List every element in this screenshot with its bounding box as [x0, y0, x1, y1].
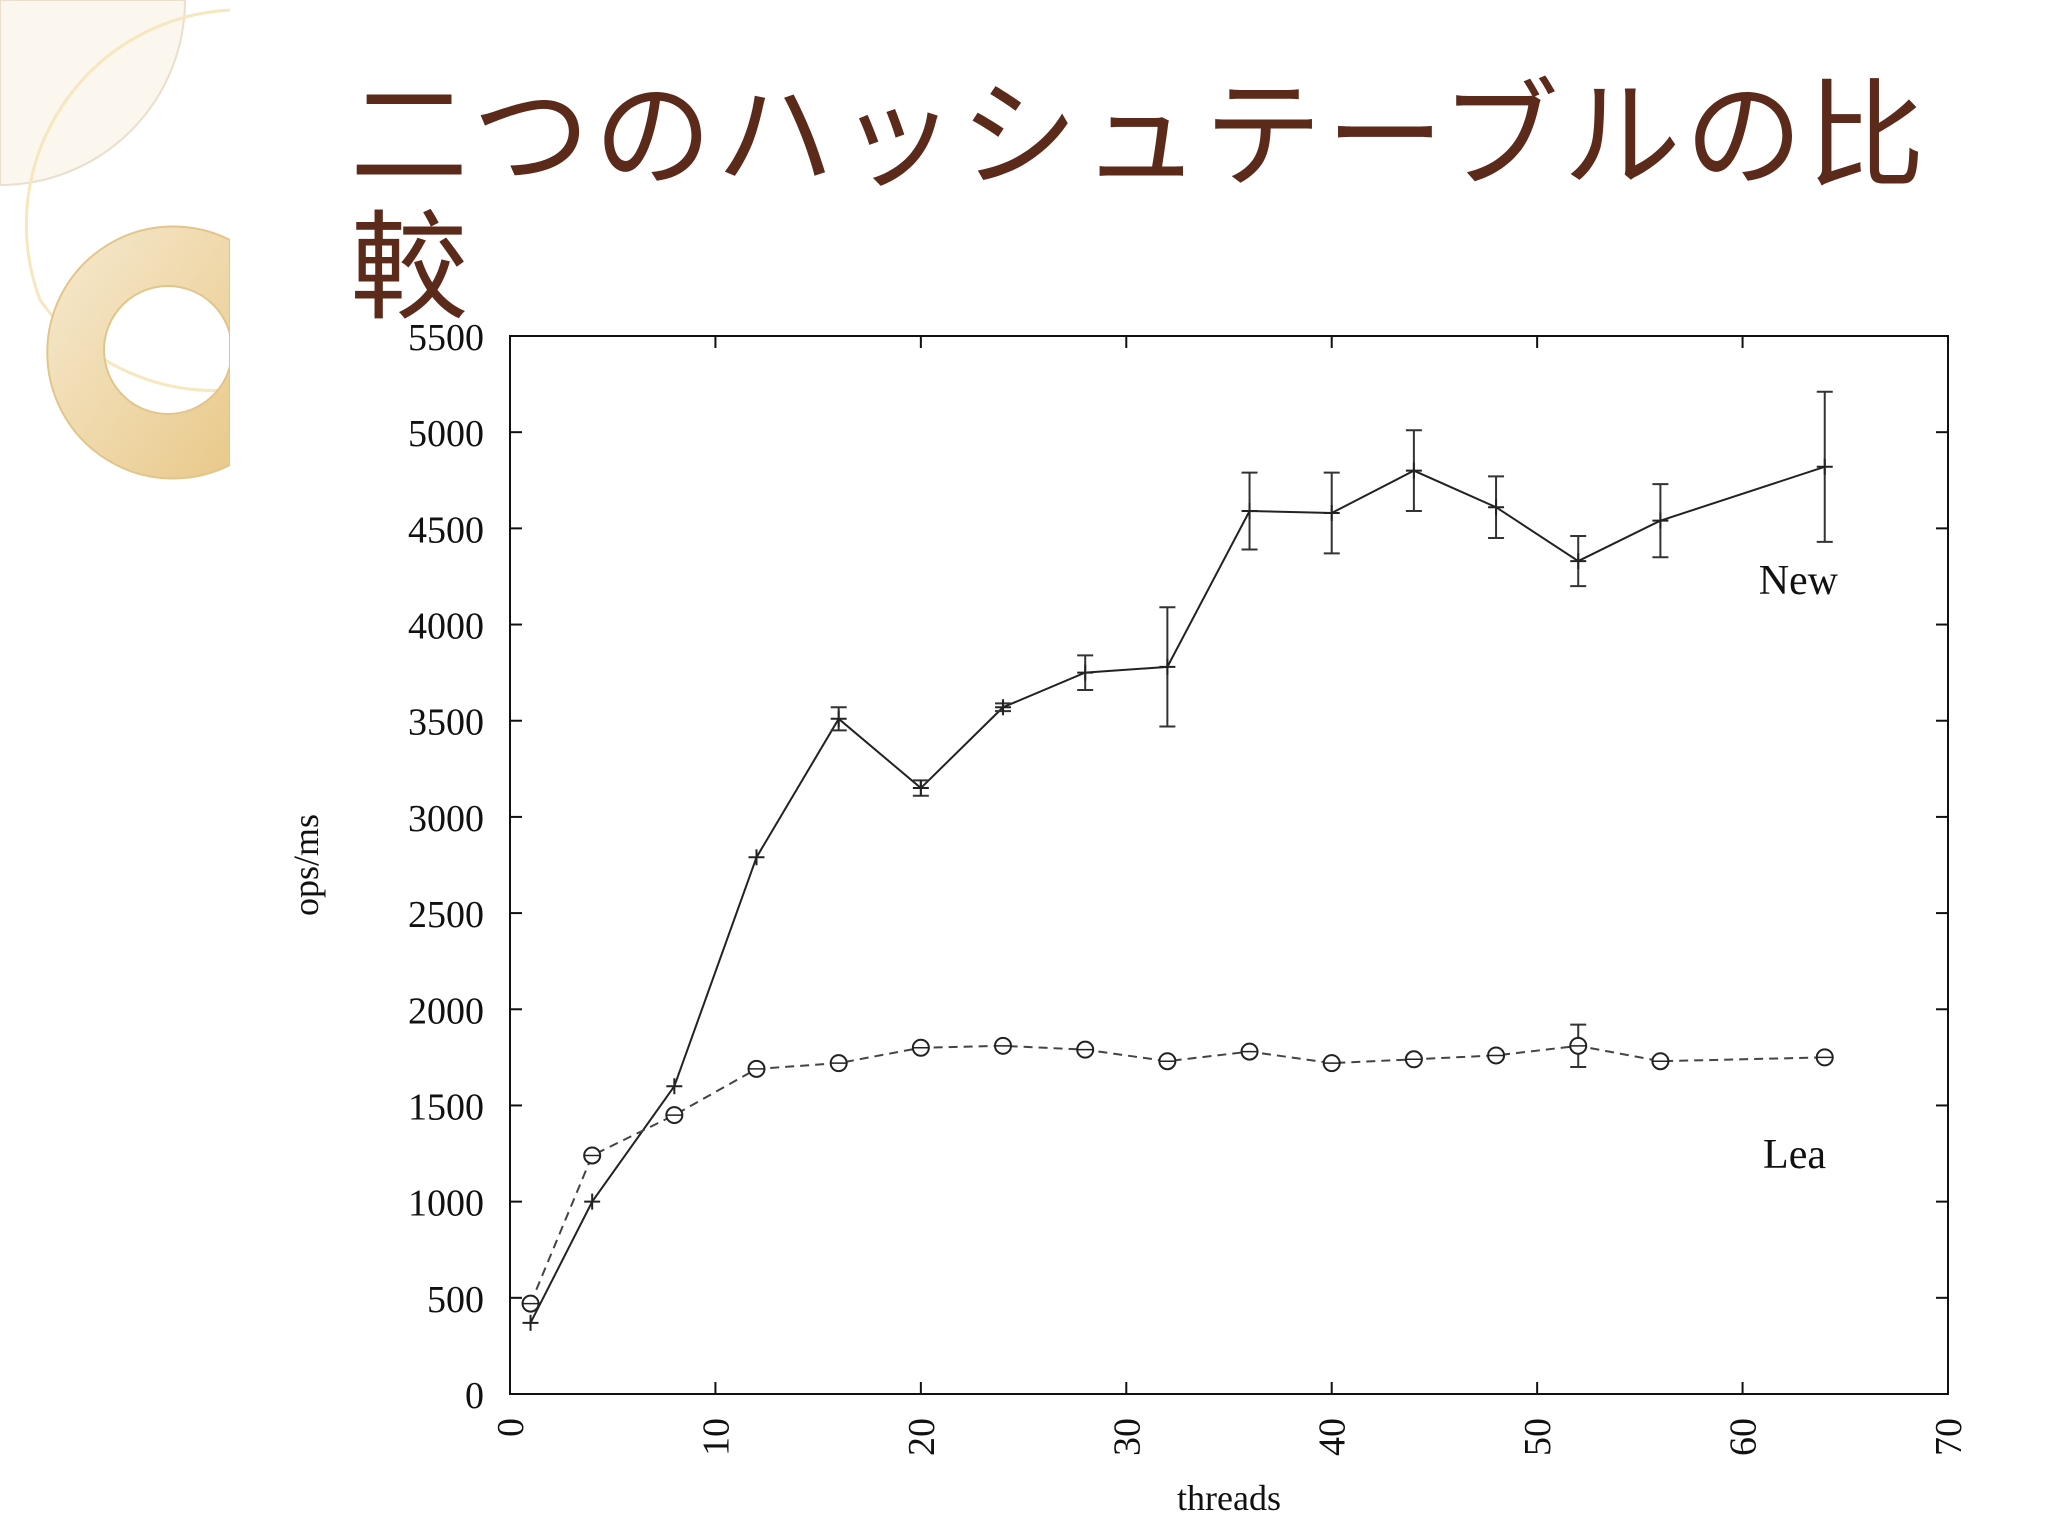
data-point-new: [912, 780, 929, 797]
y-tick-label: 5000: [408, 413, 484, 455]
x-tick-label: 40: [1312, 1418, 1354, 1456]
data-point-new: [666, 1078, 683, 1095]
data-point-lea: [1322, 1054, 1341, 1073]
y-tick-label: 1000: [408, 1183, 484, 1225]
y-tick-label: 0: [465, 1375, 484, 1417]
data-point-new: [1323, 504, 1340, 521]
data-point-lea: [1240, 1042, 1259, 1061]
series-line-new: [529, 465, 1826, 1324]
series-label-new: New: [1759, 558, 1839, 604]
data-point-new: [1077, 664, 1094, 681]
data-point-new: [522, 1314, 539, 1331]
data-point-new: [1816, 458, 1833, 475]
data-point-lea: [829, 1054, 848, 1073]
data-point-new: [1241, 503, 1258, 520]
y-tick-label: 1500: [408, 1086, 484, 1128]
y-tick-label: 3500: [408, 702, 484, 744]
x-tick-label: 70: [1928, 1418, 1970, 1456]
x-tick-label: 60: [1723, 1418, 1765, 1456]
x-tick-label: 0: [490, 1418, 532, 1437]
data-point-lea: [521, 1294, 540, 1313]
data-point-lea: [1158, 1052, 1177, 1071]
y-tick-label: 4000: [408, 606, 484, 648]
data-point-lea: [665, 1106, 684, 1125]
decor-ring: [46, 225, 234, 480]
data-point-new: [995, 699, 1012, 716]
data-point-lea: [583, 1146, 602, 1165]
data-point-lea: [1076, 1040, 1095, 1059]
x-tick-label: 50: [1517, 1418, 1559, 1456]
data-point-new: [748, 849, 765, 866]
slide-title: 二つのハッシュテーブルの比較: [350, 67, 1929, 337]
data-point-lea: [911, 1038, 930, 1057]
data-point-new: [1488, 499, 1505, 516]
data-point-lea: [747, 1059, 766, 1078]
y-axis-label: ops/ms: [286, 814, 326, 916]
data-point-new: [1159, 658, 1176, 675]
series-line-lea: [529, 1044, 1825, 1304]
decorative-rings: [0, 0, 240, 520]
decor-thin-arc: [24, 8, 231, 392]
data-point-lea: [1487, 1046, 1506, 1065]
data-point-new: [1652, 512, 1669, 529]
data-point-lea: [1404, 1050, 1423, 1069]
data-point-lea: [994, 1036, 1013, 1055]
series-label-lea: Lea: [1763, 1132, 1826, 1178]
data-point-lea: [1651, 1052, 1670, 1071]
x-axis-label: threads: [1177, 1478, 1281, 1518]
plot-frame: [509, 335, 1949, 1395]
decor-top-arc: [0, 0, 187, 187]
x-tick-label: 10: [695, 1418, 737, 1456]
data-point-new: [584, 1193, 601, 1210]
y-tick-label: 2500: [408, 894, 484, 936]
y-tick-label: 5500: [408, 317, 484, 359]
data-point-new: [1570, 553, 1587, 570]
data-point-lea: [1815, 1048, 1834, 1067]
y-tick-label: 2000: [408, 990, 484, 1032]
data-point-new: [830, 710, 847, 727]
y-tick-label: 3000: [408, 798, 484, 840]
data-point-lea: [1569, 1036, 1588, 1055]
y-tick-label: 500: [427, 1279, 484, 1321]
x-tick-label: 20: [901, 1418, 943, 1456]
y-tick-label: 4500: [408, 509, 484, 551]
x-tick-label: 30: [1106, 1418, 1148, 1456]
data-point-new: [1405, 462, 1422, 479]
